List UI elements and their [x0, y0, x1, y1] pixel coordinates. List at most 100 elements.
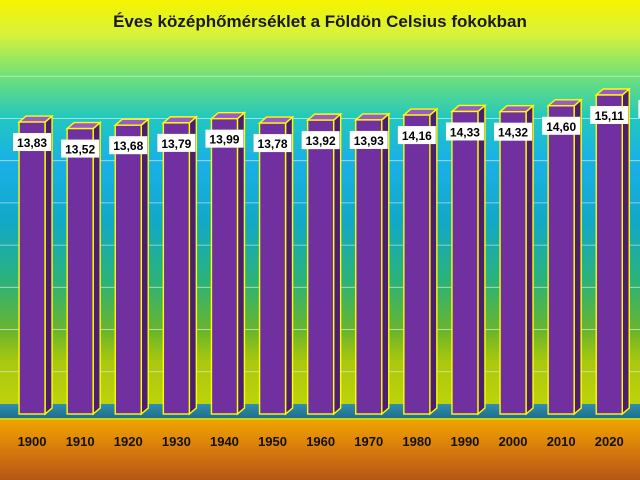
value-label-box: [590, 106, 629, 125]
x-tick-label: 1950: [258, 434, 287, 449]
value-label: 14,32: [494, 122, 533, 141]
bar: [450, 103, 487, 416]
value-label-box: [397, 126, 436, 145]
x-tick-label: 1980: [402, 434, 431, 449]
bar-side: [140, 117, 149, 416]
bar-side: [236, 111, 246, 416]
bar-top: [594, 88, 632, 96]
value-label-text: 14,60: [546, 120, 576, 134]
bar-front: [162, 122, 191, 415]
bars: [17, 87, 632, 416]
value-label: 13,79: [157, 133, 196, 152]
x-tick-label: 1990: [450, 434, 479, 449]
x-tick-label: 2020: [595, 434, 624, 449]
bar-front: [66, 127, 94, 415]
bar-side: [284, 115, 294, 416]
value-label: 14,33: [445, 122, 484, 141]
x-tick-label: 1910: [66, 434, 95, 449]
bar-front: [595, 94, 623, 415]
value-label-box: [542, 116, 581, 135]
bar-front: [210, 117, 239, 415]
bar-top: [546, 99, 584, 107]
bar-side: [525, 104, 534, 416]
x-tick-label: 1920: [114, 434, 143, 449]
bar-top: [17, 115, 54, 123]
value-label-box: [445, 122, 484, 141]
bar-front: [258, 122, 287, 415]
value-label-box: [253, 134, 292, 153]
bar-front: [403, 114, 431, 415]
bar-side: [429, 107, 438, 416]
bar-front: [18, 121, 46, 415]
value-label: 13,78: [253, 134, 292, 153]
value-label-text: 13,83: [17, 136, 47, 150]
x-tick-label: 2000: [499, 434, 528, 449]
value-label: 13,92: [301, 131, 340, 150]
value-label: 13,99: [205, 129, 244, 148]
value-label: 13,52: [61, 139, 100, 158]
bar: [113, 117, 151, 416]
bar-side: [621, 87, 630, 416]
bar-side: [477, 103, 486, 416]
value-label-text: 13,93: [354, 134, 384, 148]
bar: [65, 121, 103, 416]
x-tick-label: 1960: [306, 434, 335, 449]
bar-top: [353, 113, 391, 121]
bar-top: [113, 118, 151, 126]
bar: [209, 111, 247, 416]
bar-side: [92, 121, 101, 416]
bar-front: [306, 119, 335, 415]
value-label-text: 13,92: [306, 134, 336, 148]
value-label-box: [13, 133, 52, 152]
bar-top: [305, 113, 343, 121]
bar: [353, 112, 391, 416]
bar: [17, 114, 54, 416]
bar-side: [573, 98, 582, 416]
value-label-box: [301, 131, 340, 150]
bottom-band: [0, 420, 640, 480]
bar: [161, 115, 199, 416]
x-tick-label: 2010: [547, 434, 576, 449]
bar-front: [114, 124, 142, 415]
value-label-box: [349, 130, 388, 149]
bar-top: [209, 111, 247, 120]
bar-top: [161, 116, 199, 124]
value-label: 15,11: [590, 106, 629, 125]
value-label: 13,68: [109, 136, 148, 155]
value-label-box: [109, 136, 148, 155]
bar-front: [499, 110, 527, 415]
x-tick-label: 1900: [18, 434, 47, 449]
value-label-text: 14,16: [402, 129, 432, 143]
x-tick-label: 1970: [354, 434, 383, 449]
bar-top: [65, 121, 103, 130]
bar: [594, 87, 632, 416]
value-label-box: [61, 139, 100, 158]
value-label: 14,16: [397, 126, 436, 145]
bar: [546, 98, 584, 416]
value-label-box: [494, 122, 533, 141]
value-labels: 13,83 13,52 13,68 13,79 13,99 13,78 13,92 13,93…: [13, 99, 640, 158]
value-label: 13,93: [349, 130, 388, 149]
x-tick-label: 1940: [210, 434, 239, 449]
bar-top: [401, 108, 439, 116]
bar-front: [547, 105, 575, 415]
bar-side: [381, 112, 390, 416]
value-label-box: [205, 129, 244, 148]
value-label-text: 13,99: [209, 133, 239, 147]
value-label-text: 13,78: [258, 137, 288, 151]
bar-top: [257, 116, 295, 124]
bar-front: [451, 110, 479, 415]
chart-title: Éves középhőmérséklet a Földön Celsius f…: [113, 12, 527, 31]
value-label-box: [157, 133, 196, 152]
value-label: 15,4: [638, 99, 640, 118]
value-label: 14,60: [542, 116, 581, 135]
bar-side: [332, 112, 342, 416]
x-tick-label: 1930: [162, 434, 191, 449]
value-label-text: 14,32: [498, 126, 528, 140]
bar-top: [498, 104, 535, 113]
bar: [257, 115, 295, 416]
bar-top: [450, 104, 487, 113]
bar-front: [355, 119, 383, 415]
